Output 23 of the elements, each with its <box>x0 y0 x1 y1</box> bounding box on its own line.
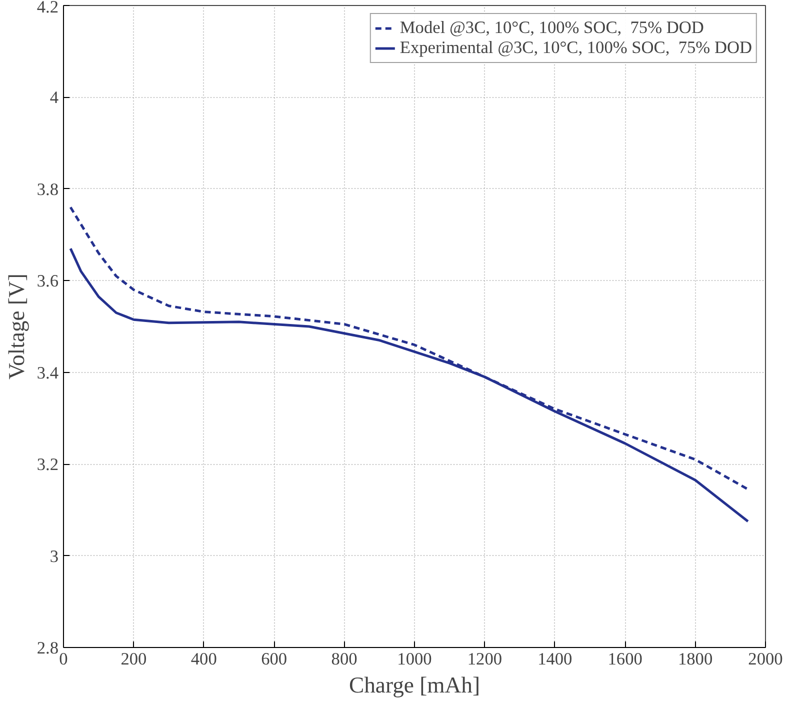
y-tick-label: 4 <box>50 88 59 108</box>
x-axis-title: Charge [mAh] <box>348 672 480 698</box>
x-tick-label: 600 <box>261 650 288 668</box>
x-tick-label: 1000 <box>397 650 432 668</box>
x-tick-label: 1400 <box>538 650 572 668</box>
x-tick-label: 800 <box>331 650 358 668</box>
x-tick-label: 2000 <box>748 650 783 668</box>
legend-label: Experimental @3C, 10°C, 100% SOC, 75% DOD <box>400 38 752 58</box>
y-tick-label: 3 <box>50 546 59 566</box>
x-tick-label: 400 <box>190 650 217 668</box>
x-tick-label: 1600 <box>608 650 642 668</box>
y-axis-title: Voltage [V] <box>4 274 29 380</box>
x-tick-label: 0 <box>59 650 68 668</box>
y-tick-label: 2.8 <box>36 638 59 658</box>
x-tick-label: 1800 <box>678 650 713 668</box>
legend-label: Model @3C, 10°C, 100% SOC, 75% DOD <box>400 18 704 38</box>
x-tick-label: 200 <box>120 650 147 668</box>
y-tick-label: 3.8 <box>36 180 59 199</box>
x-tick-label: 1200 <box>467 650 502 668</box>
y-tick-label: 4.2 <box>36 0 59 16</box>
y-tick-label: 3.4 <box>36 363 59 382</box>
y-tick-label: 3.2 <box>36 455 59 474</box>
y-tick-label: 3.6 <box>36 272 59 291</box>
